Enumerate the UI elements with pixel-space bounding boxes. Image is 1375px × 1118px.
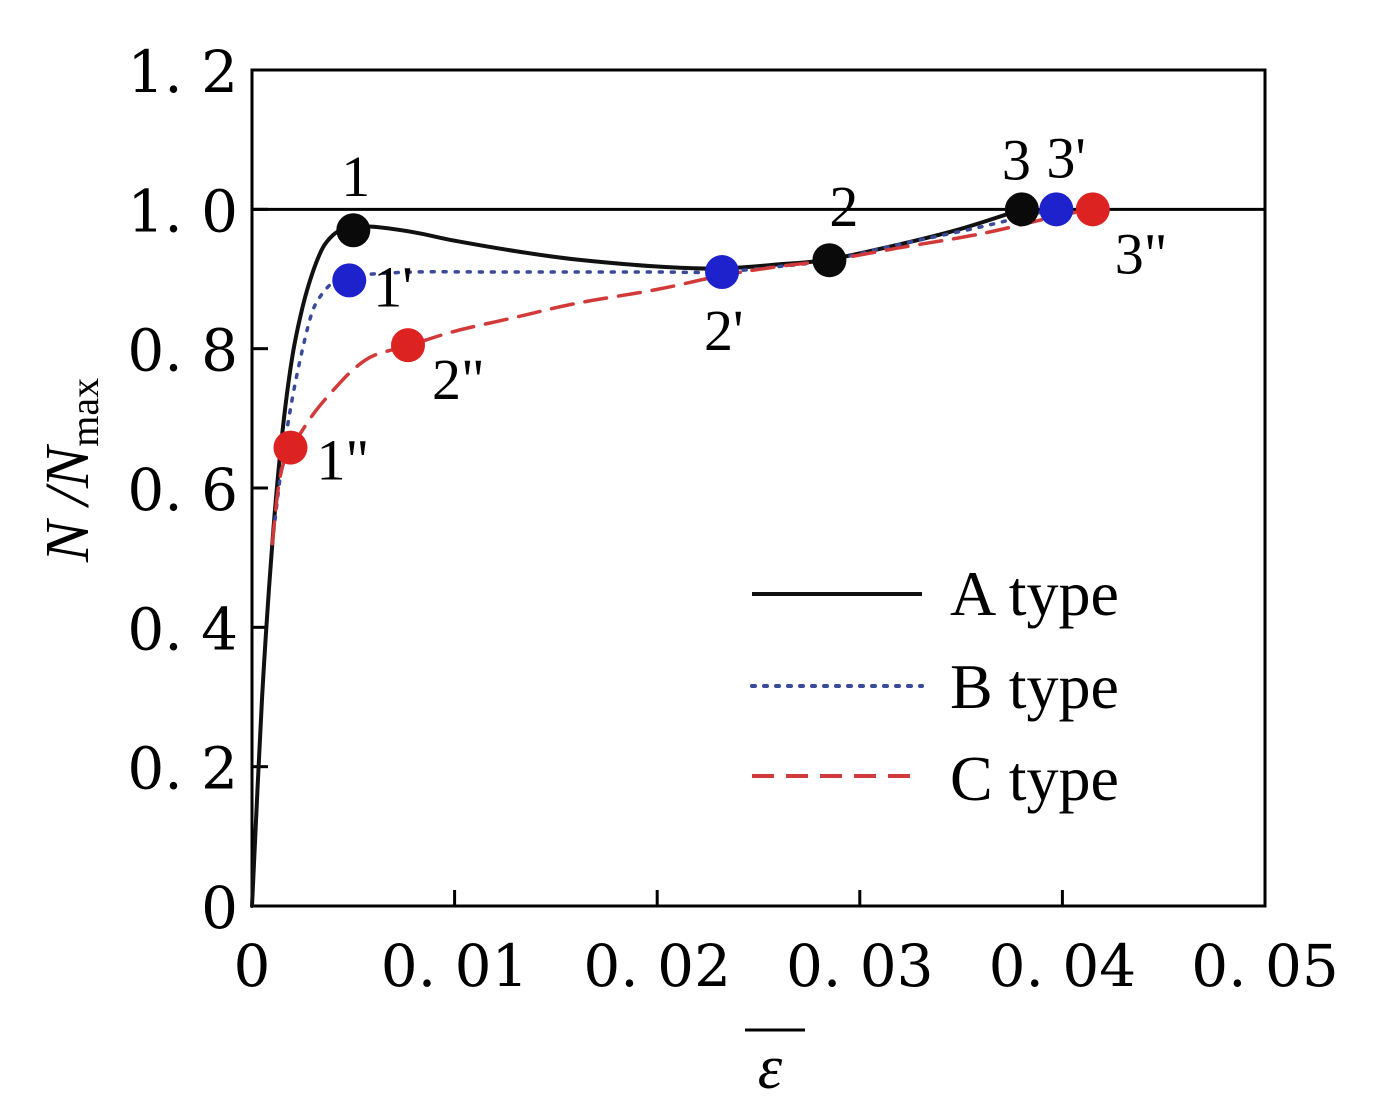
legend-label-a: A type <box>950 558 1119 629</box>
y-tick-label: 0. 8 <box>127 317 238 385</box>
legend-label-c: C type <box>950 743 1119 814</box>
series-c-marker <box>391 328 426 363</box>
x-tick-label: 0. 05 <box>1191 932 1339 1000</box>
point-label: 2" <box>432 347 485 412</box>
point-label: 2 <box>829 174 858 239</box>
y-tick-label: 0. 6 <box>127 456 238 524</box>
x-tick-label: 0. 01 <box>381 932 529 1000</box>
series-c-marker <box>273 430 308 465</box>
x-axis-title-text: ε <box>758 1034 783 1102</box>
marker-label-layer: 1 2 3 1' 2' 3' 1" 2" 3" <box>316 125 1167 492</box>
point-label: 2' <box>704 298 743 363</box>
x-tick-label: 0. 04 <box>989 932 1137 1000</box>
x-axis-title: ε <box>745 1028 805 1102</box>
x-tick-label: 0. 03 <box>786 932 934 1000</box>
point-label: 3 <box>1002 127 1031 192</box>
series-a-marker <box>812 243 847 278</box>
y-axis-title-sub: max <box>62 378 107 447</box>
x-tick-label: 0 <box>234 932 271 1000</box>
series-b-marker <box>1039 192 1074 227</box>
series-c-marker <box>1075 192 1110 227</box>
series-a-line <box>250 207 1024 908</box>
series-b-marker <box>332 263 367 298</box>
marker-layer <box>273 192 1110 465</box>
series-a-marker <box>336 213 371 248</box>
x-tick-label: 0. 02 <box>583 932 731 1000</box>
series-a-marker <box>1004 192 1039 227</box>
point-label: 1" <box>316 428 369 493</box>
y-tick-label: 1. 2 <box>127 38 238 106</box>
point-label: 3' <box>1046 125 1085 190</box>
x-axis-ticks: 0 0. 01 0. 02 0. 03 0. 04 0. 05 <box>234 890 1339 1000</box>
point-label: 3" <box>1115 221 1168 286</box>
y-axis-title: N /Nmax <box>34 378 107 563</box>
y-tick-label: 0. 2 <box>127 735 238 803</box>
y-axis-title-main: N /N <box>34 443 102 563</box>
series-b-marker <box>705 255 740 290</box>
y-tick-label: 0 <box>201 874 238 942</box>
y-axis-ticks: 0 0. 2 0. 4 0. 6 0. 8 1. 0 1. 2 <box>127 38 268 942</box>
legend-label-b: B type <box>950 651 1119 722</box>
y-tick-label: 1. 0 <box>127 177 238 245</box>
y-axis-title-text: N /Nmax <box>34 378 107 563</box>
point-label: 1 <box>341 144 370 209</box>
legend: A type B type C type <box>750 558 1119 814</box>
y-tick-label: 0. 4 <box>127 595 238 663</box>
point-label: 1' <box>373 254 412 319</box>
